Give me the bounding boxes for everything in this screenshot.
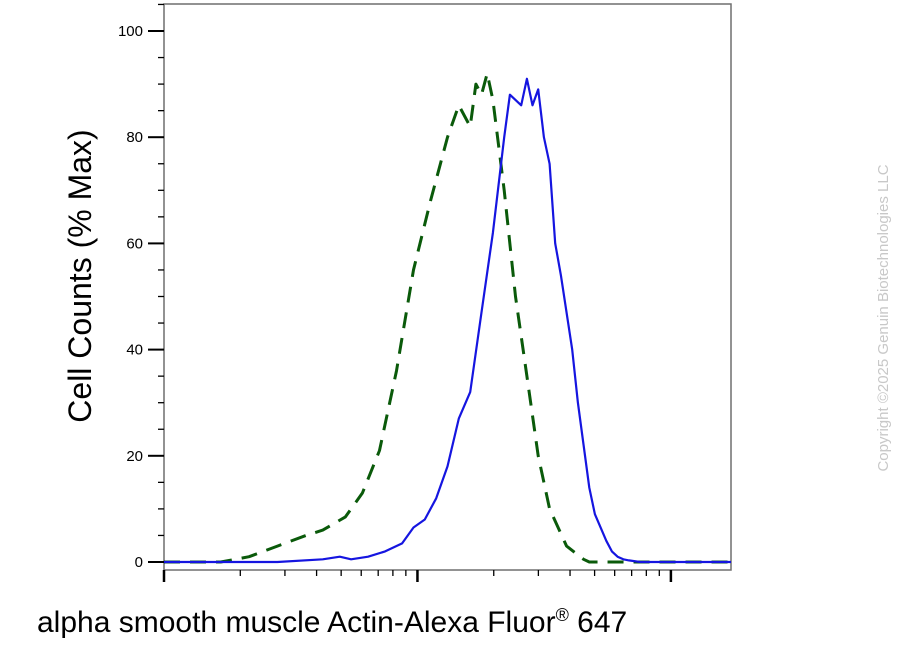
y-axis: 0 20 40 60 80 100 bbox=[118, 3, 164, 571]
y-tick-label: 100 bbox=[118, 23, 143, 40]
x-axis-title: alpha smooth muscle Actin-Alexa Fluor® 6… bbox=[37, 605, 627, 639]
dashed-series-line bbox=[164, 72, 731, 564]
y-tick-label: 80 bbox=[126, 129, 143, 146]
copyright-text: Copyright ©2025 Genuin Biotechnologies L… bbox=[875, 164, 892, 471]
registered-mark: ® bbox=[556, 605, 569, 625]
plot-frame bbox=[163, 3, 732, 571]
y-tick-label: 20 bbox=[126, 448, 143, 465]
y-tick-label: 40 bbox=[126, 342, 143, 359]
x-axis-title-end: 647 bbox=[569, 606, 627, 639]
solid-series-line bbox=[164, 77, 731, 564]
series-layer bbox=[164, 72, 731, 564]
y-axis-title: Cell Counts (% Max) bbox=[62, 129, 98, 422]
y-tick-label: 60 bbox=[126, 235, 143, 252]
y-tick-label: 0 bbox=[135, 554, 143, 571]
x-axis bbox=[162, 570, 673, 582]
x-axis-title-main: alpha smooth muscle Actin-Alexa Fluor bbox=[37, 606, 556, 639]
